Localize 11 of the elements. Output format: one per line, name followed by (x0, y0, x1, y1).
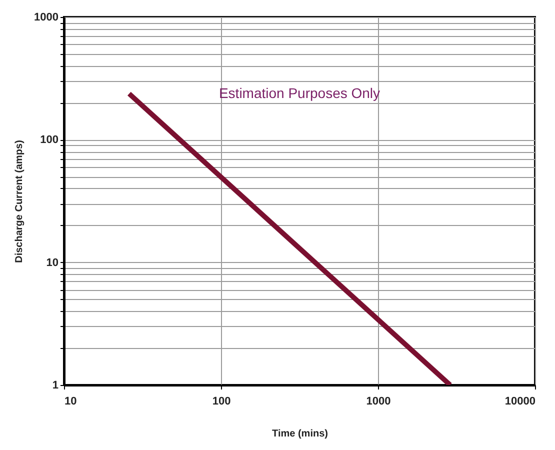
y-tick-label: 10 (46, 256, 58, 269)
annotation: Estimation Purposes Only (218, 85, 380, 101)
x-tick-label: 10 (64, 396, 77, 408)
y-tick-label: 1 (52, 380, 58, 392)
x-tick-label: 1000 (366, 396, 391, 408)
x-axis-title: Time (mins) (272, 428, 328, 440)
y-tick-label: 100 (40, 134, 58, 146)
x-tick-label: 100 (212, 396, 231, 408)
y-axis-title: Discharge Current (amps) (14, 140, 26, 263)
y-tick-label: 1000 (34, 12, 58, 24)
x-tick-label: 10000 (504, 396, 536, 408)
